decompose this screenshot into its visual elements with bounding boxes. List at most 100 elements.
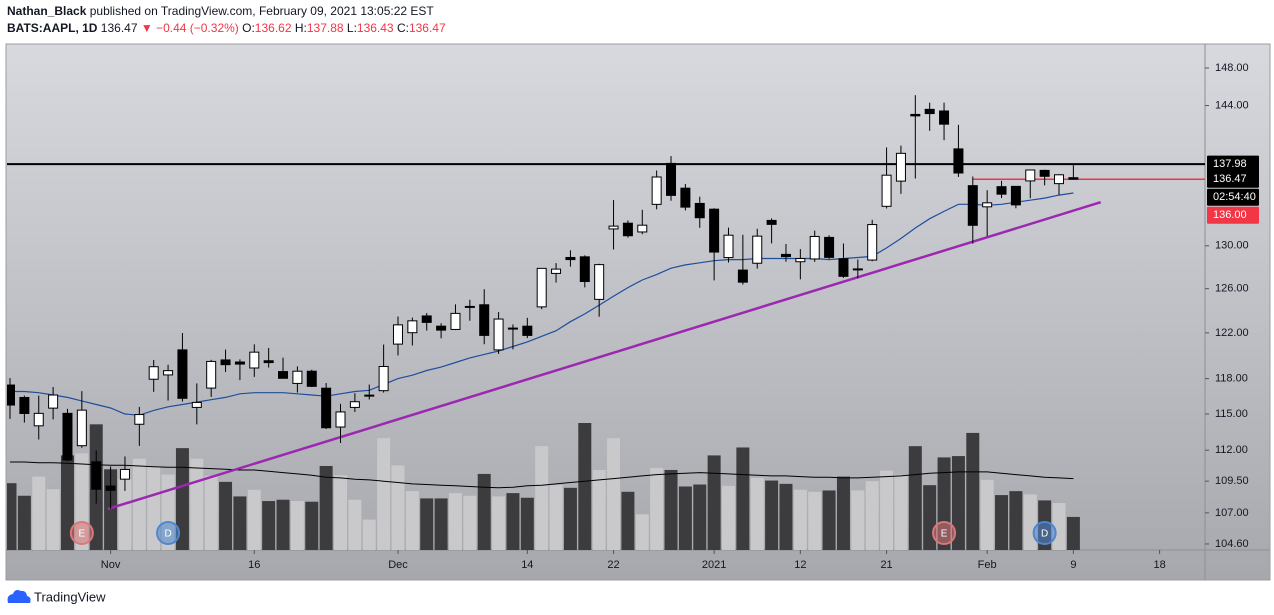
volume-bar — [621, 491, 635, 550]
trendline — [107, 201, 1102, 511]
candle-body — [622, 222, 633, 237]
candle-body — [105, 485, 116, 491]
volume-bar — [319, 465, 333, 550]
volume-bar — [7, 483, 17, 550]
volume-bar — [966, 432, 980, 550]
published: published on TradingView.com, February 0… — [90, 4, 435, 18]
candle-body — [364, 394, 375, 397]
volume-bar — [520, 497, 534, 550]
volume-bar — [434, 498, 448, 550]
candle-body — [191, 401, 202, 408]
event-circle — [156, 521, 181, 545]
candle-body — [378, 365, 389, 392]
candle-body — [809, 235, 820, 260]
x-tick-label: 14 — [521, 559, 533, 571]
x-tick-label: Dec — [388, 559, 408, 571]
volume-bar — [535, 446, 549, 550]
x-tick-label: Feb — [978, 559, 997, 571]
y-tick-label: 148.00 — [1215, 62, 1249, 74]
hline-label-box — [1207, 155, 1259, 173]
volume-bar — [722, 485, 735, 550]
candle-body — [392, 324, 403, 345]
volume-bar — [635, 514, 649, 550]
candle-body — [1025, 169, 1036, 182]
volume-bar — [736, 447, 750, 550]
y-tick-label: 126.00 — [1215, 283, 1249, 295]
volume-bar — [46, 489, 60, 550]
candle-body — [694, 202, 705, 219]
volume-bar — [980, 479, 994, 550]
volume-bar — [362, 519, 376, 550]
candle-body — [536, 267, 547, 308]
volume-bar — [391, 465, 405, 550]
candle-body — [824, 236, 835, 258]
y-tick-label: 118.00 — [1215, 373, 1248, 385]
candle-body — [134, 414, 145, 425]
event-circle — [932, 521, 957, 545]
header-line1: Nathan_Black published on TradingView.co… — [7, 4, 434, 18]
volume-bar — [650, 467, 664, 550]
candle-body — [148, 366, 159, 380]
candle-body — [709, 208, 720, 253]
volume-bar — [305, 501, 319, 550]
logo: TradingView — [7, 589, 106, 604]
candle-body — [924, 108, 935, 115]
candle-body — [982, 202, 993, 208]
ohlc-h: 137.88 — [307, 21, 344, 35]
volume-bar — [822, 490, 836, 550]
volume-bar — [808, 491, 822, 550]
event-label: D — [1041, 529, 1048, 540]
ohlc-o: 136.62 — [255, 21, 292, 35]
volume-bar — [693, 484, 707, 550]
candle-body — [637, 224, 648, 233]
candle-body — [292, 370, 303, 384]
candle-body — [349, 401, 360, 408]
volume-bar — [276, 499, 290, 550]
x-tick-label: 21 — [880, 559, 892, 571]
candle-body — [594, 264, 605, 300]
candle-body — [76, 409, 87, 447]
volume-bar — [1052, 503, 1066, 550]
candle-body — [450, 312, 461, 330]
candle-body — [177, 349, 188, 399]
candle-body — [119, 468, 130, 480]
candle-body — [48, 394, 59, 409]
volume-bar — [190, 458, 204, 550]
last-price-label: 136.47 — [1213, 173, 1247, 185]
candle-body — [737, 269, 748, 283]
candle-body — [680, 187, 691, 208]
candle-body — [939, 110, 950, 125]
x-tick-label: Nov — [101, 559, 121, 571]
candle-body — [551, 268, 562, 274]
volume-bar — [793, 489, 807, 550]
volume-bar — [1066, 516, 1080, 550]
candle-body — [493, 318, 504, 351]
y-tick-label: 104.60 — [1215, 538, 1249, 550]
candle-body — [895, 152, 906, 182]
candle-body — [263, 360, 274, 364]
candle-body — [838, 258, 849, 277]
candle-body — [1010, 185, 1021, 206]
y-tick-label: 107.00 — [1215, 507, 1249, 519]
candle-body — [249, 351, 260, 369]
countdown-label-box — [1207, 188, 1259, 206]
candle-body — [1039, 169, 1050, 177]
volume-bar — [592, 469, 606, 550]
volume-bar — [851, 490, 865, 550]
y-tick-label: 122.00 — [1215, 327, 1249, 339]
candle-body — [306, 370, 317, 387]
change: ▼ −0.44 (−0.32%) — [141, 21, 239, 35]
candle-body — [321, 387, 332, 429]
candle-body — [1068, 177, 1079, 180]
header-line2: BATS:AAPL, 1D 136.47 ▼ −0.44 (−0.32%) O:… — [7, 21, 446, 35]
candle-body — [479, 304, 490, 336]
volume-bar — [17, 495, 31, 550]
candle-body — [867, 224, 878, 261]
x-tick-label: 9 — [1070, 559, 1076, 571]
candle-body — [752, 235, 763, 264]
y-tick-label: 130.00 — [1215, 240, 1249, 252]
volume-bar — [1023, 494, 1037, 550]
volume-bar — [923, 485, 937, 550]
volume-bar — [607, 438, 621, 550]
volume-bar — [405, 491, 419, 550]
